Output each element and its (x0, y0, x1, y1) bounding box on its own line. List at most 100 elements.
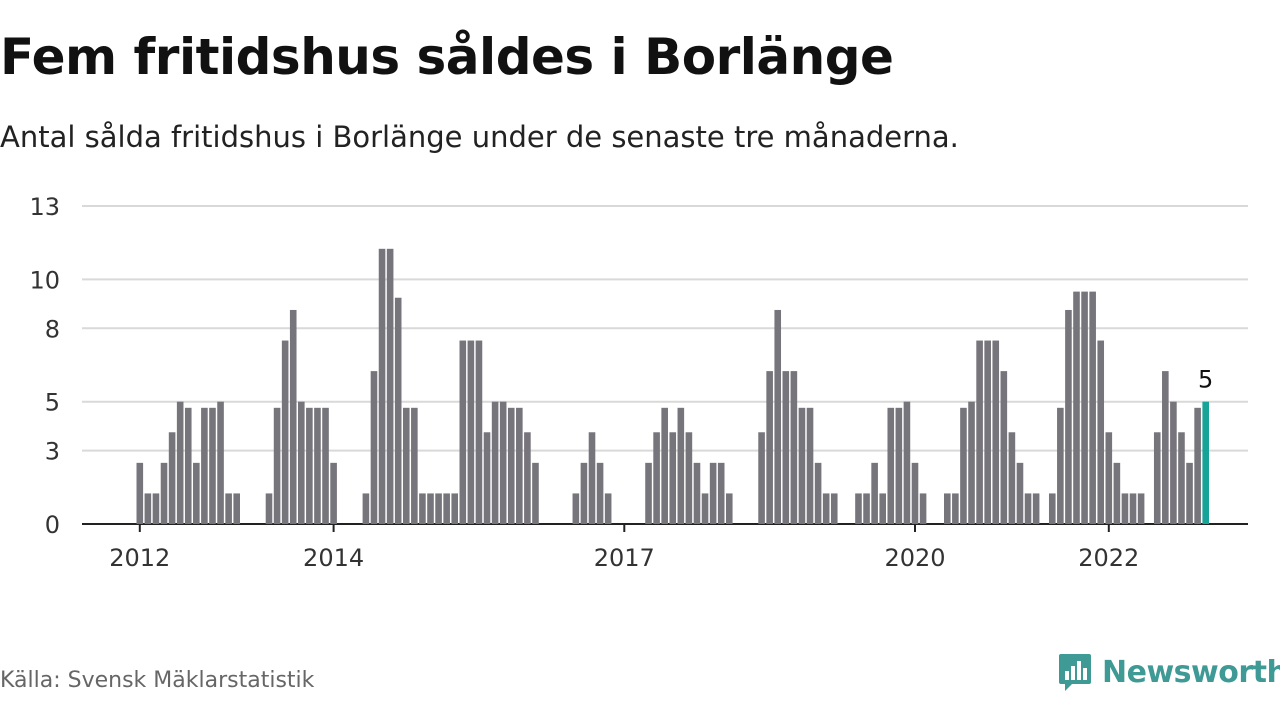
y-axis-ticks: 0 3 5 8 10 13 (29, 193, 60, 539)
bar (855, 493, 862, 524)
bar-highlight (1202, 401, 1209, 524)
bar (758, 432, 765, 524)
bar (952, 493, 959, 524)
y-tick-label: 13 (29, 193, 60, 221)
bar (330, 462, 337, 524)
bar (1024, 493, 1032, 524)
bar (225, 493, 232, 524)
bar (524, 432, 531, 524)
y-tick-label: 3 (45, 438, 60, 466)
chart-title: Fem fritidshus såldes i Borlänge (0, 28, 894, 86)
bar (709, 462, 717, 524)
bar (944, 493, 951, 524)
bar (386, 248, 394, 525)
bar (717, 462, 725, 524)
bar (394, 297, 402, 524)
bar (871, 462, 878, 524)
bar (806, 407, 814, 524)
bar (402, 407, 410, 524)
bar (281, 340, 289, 524)
bar (217, 401, 224, 524)
y-tick-label: 5 (45, 389, 60, 417)
bar (1178, 432, 1185, 524)
bar (661, 407, 668, 524)
bar (322, 407, 329, 524)
x-tick-label: 2017 (594, 544, 655, 572)
bar (1008, 432, 1016, 524)
bar (1000, 371, 1008, 524)
x-tick-label: 2022 (1078, 544, 1139, 572)
bar (160, 462, 168, 524)
bar (176, 401, 184, 524)
bar (435, 493, 442, 524)
bar (1048, 493, 1056, 524)
y-tick-label: 0 (45, 511, 60, 539)
bar (491, 401, 499, 524)
bar (701, 493, 709, 524)
bar (233, 493, 240, 524)
bar (1057, 407, 1064, 524)
bar (879, 493, 886, 524)
bar (193, 462, 200, 524)
bar (887, 407, 895, 524)
bar (790, 371, 798, 524)
annotations: 5 (1198, 366, 1213, 394)
bar (1129, 493, 1137, 524)
bar (822, 493, 830, 524)
bar (863, 493, 870, 524)
bar (362, 493, 370, 524)
bar (1105, 432, 1113, 524)
bar (1097, 340, 1105, 524)
bar (693, 462, 701, 524)
bar (580, 462, 588, 524)
bar (265, 493, 273, 524)
bar (168, 432, 176, 524)
bar (766, 371, 773, 524)
bar (1121, 493, 1129, 524)
bar (1081, 291, 1088, 524)
bar (725, 493, 733, 524)
bar (572, 493, 580, 524)
bar (144, 493, 152, 524)
bar (960, 407, 967, 524)
bar (1016, 462, 1024, 524)
bar (968, 401, 975, 524)
bar (919, 493, 927, 524)
x-tick-label: 2020 (884, 544, 945, 572)
bar (314, 407, 321, 524)
bar (467, 340, 475, 524)
bar (1170, 401, 1177, 524)
newsworthy-logo: Newsworthy (1058, 652, 1280, 692)
bar (184, 407, 192, 524)
bar (532, 462, 539, 524)
bar (1186, 462, 1193, 524)
bar (201, 407, 208, 524)
bar (911, 462, 919, 524)
bar (475, 340, 483, 524)
bar (516, 407, 523, 524)
y-tick-label: 10 (29, 266, 60, 294)
brand-name: Newsworthy (1102, 654, 1280, 690)
bar (443, 493, 450, 524)
bar (685, 432, 693, 524)
bar (782, 371, 790, 524)
bar (895, 407, 903, 524)
bar (588, 432, 596, 524)
bar (976, 340, 983, 524)
bar (411, 407, 418, 524)
bar (1113, 462, 1121, 524)
bar (1073, 291, 1080, 524)
bar-chart: 0 3 5 8 10 13 2012 2014 2017 2020 2022 5 (29, 193, 1248, 572)
bar (645, 462, 652, 524)
bar (1153, 432, 1161, 524)
bar (378, 248, 386, 525)
chart-subtitle: Antal sålda fritidshus i Borlänge under … (0, 120, 959, 154)
bar (306, 407, 313, 524)
y-tick-label: 8 (45, 315, 60, 343)
bar (774, 309, 782, 524)
bar (483, 432, 491, 524)
bar (209, 407, 216, 524)
newsworthy-chart-icon (1059, 654, 1091, 691)
source-note: Källa: Svensk Mäklarstatistik (0, 668, 315, 693)
bar (830, 493, 838, 524)
